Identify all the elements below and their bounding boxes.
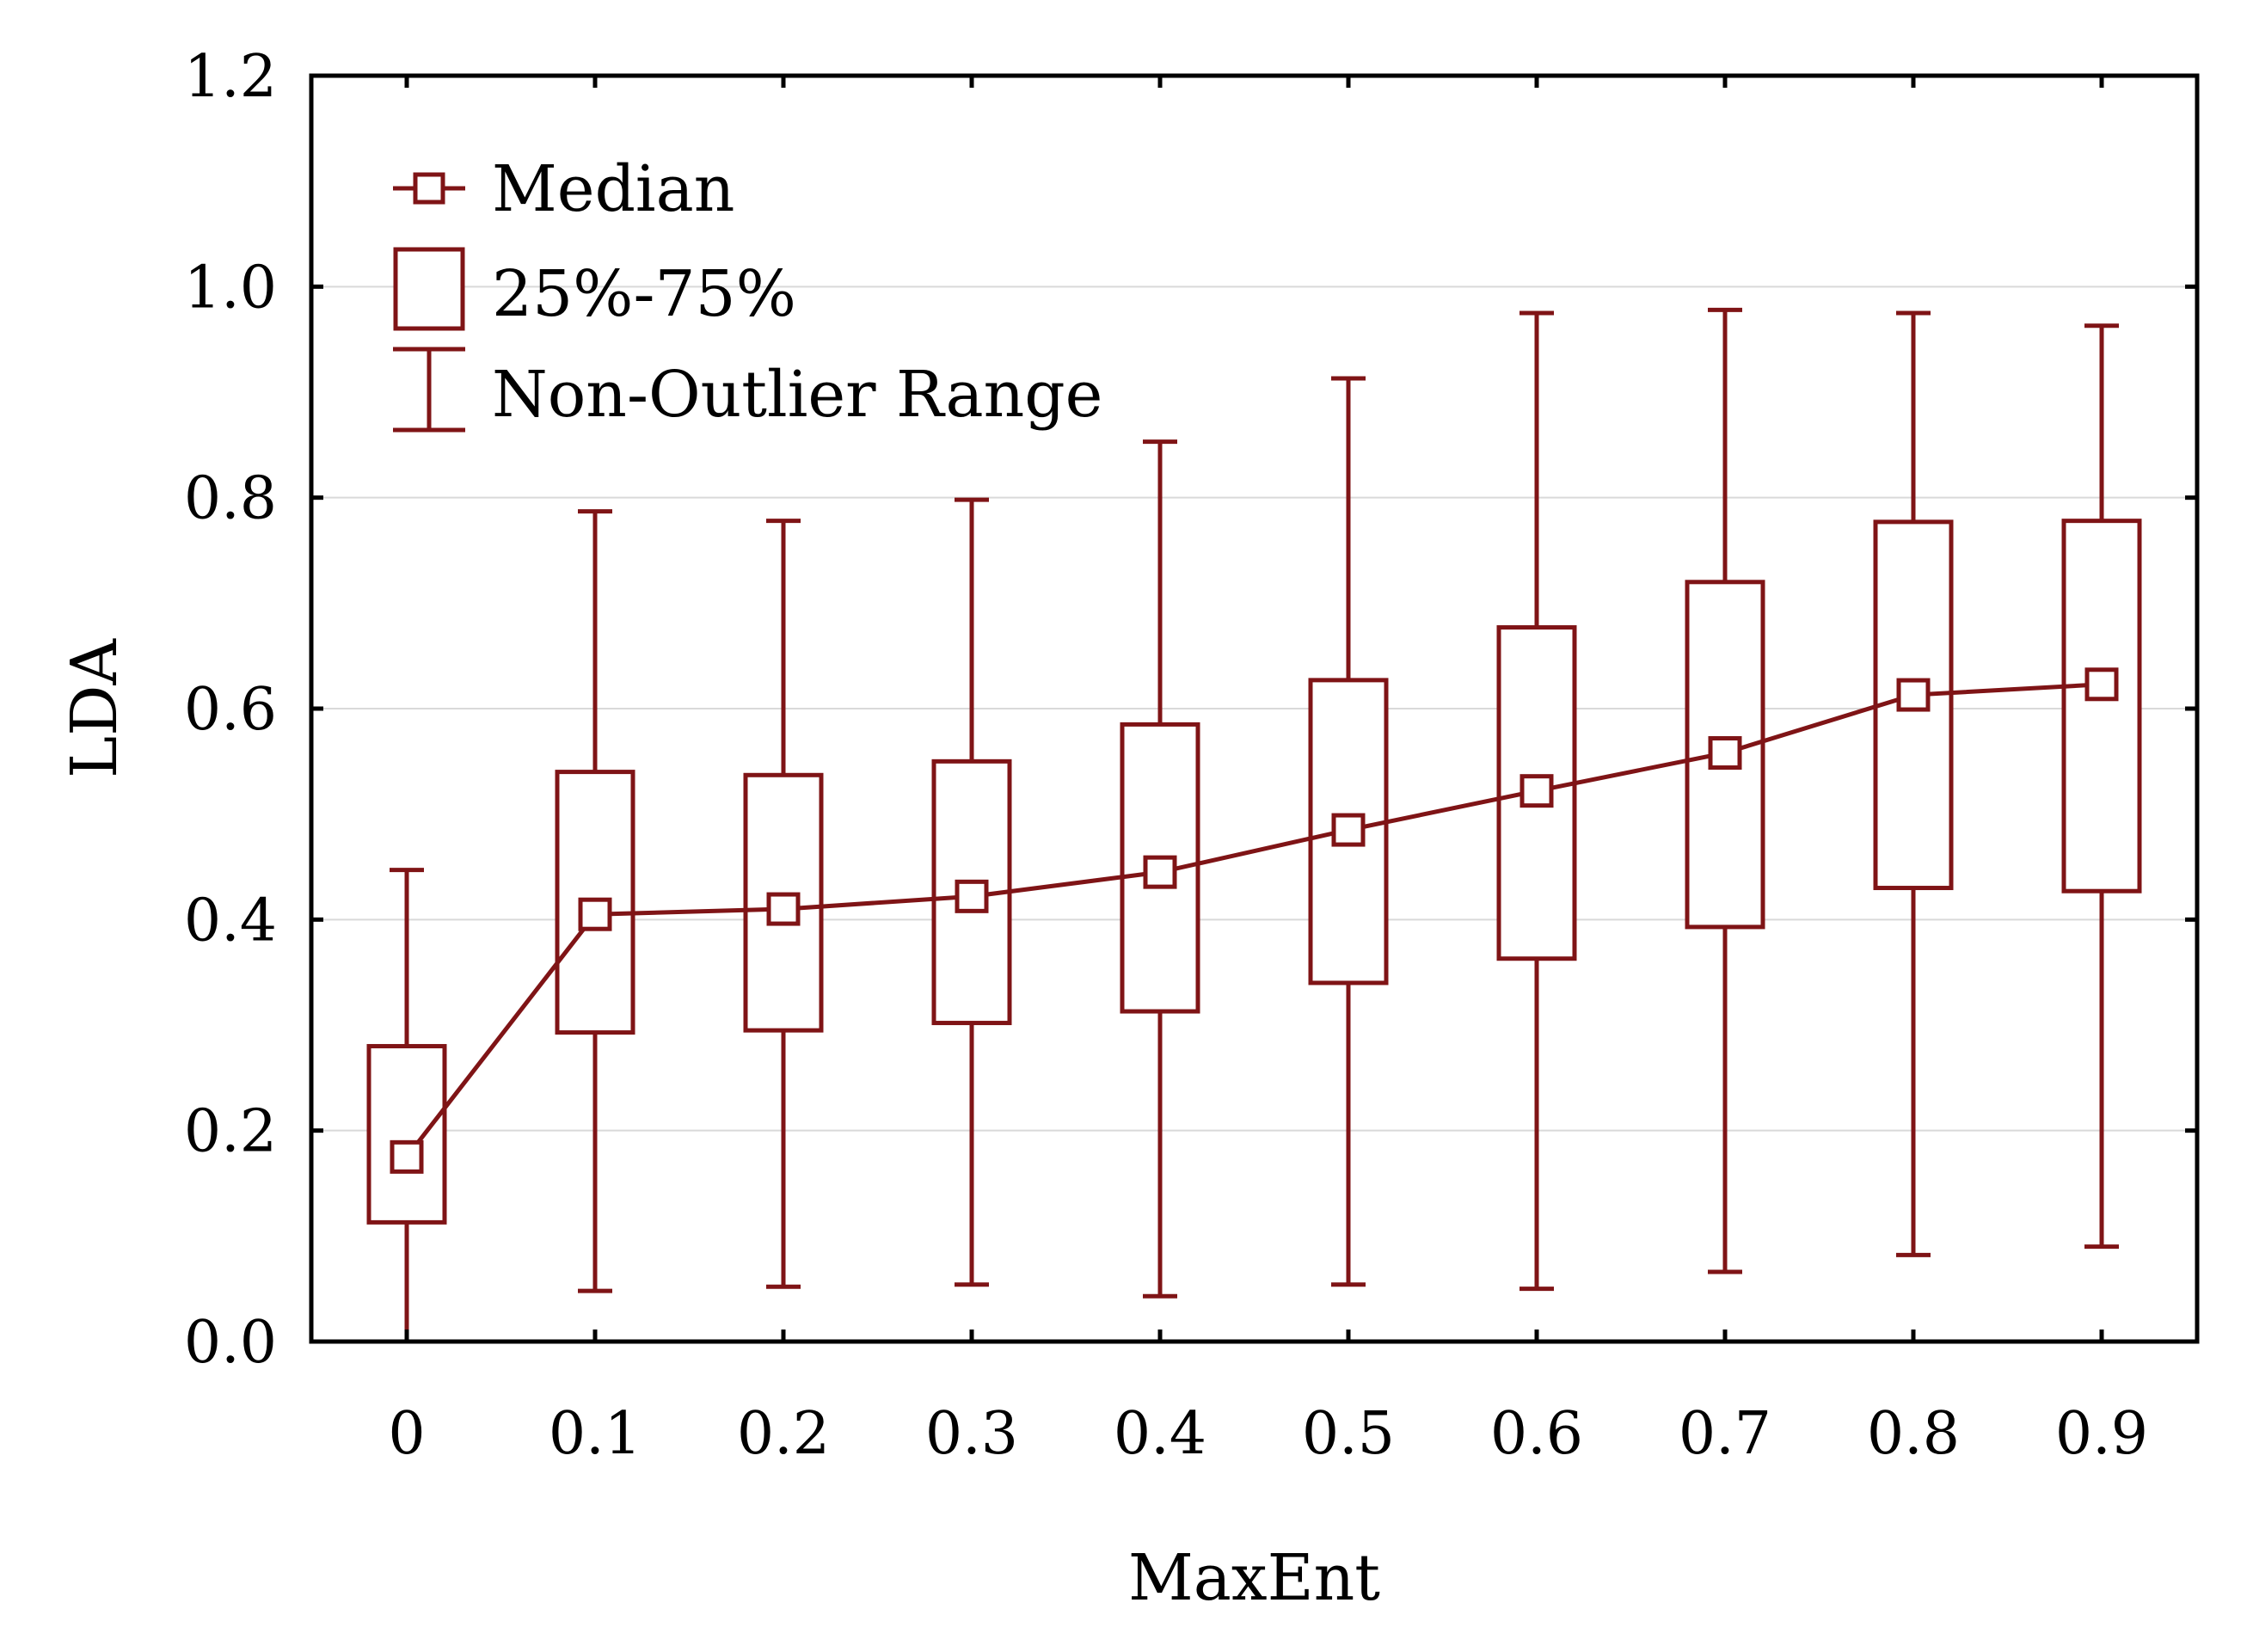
y-tick-label: 0.6 bbox=[184, 676, 277, 744]
median-marker bbox=[1708, 736, 1742, 771]
box-group bbox=[366, 868, 447, 1342]
x-tick-label: 0.8 bbox=[1867, 1400, 1960, 1468]
x-tick-label: 0.1 bbox=[549, 1400, 642, 1468]
x-tick-label: 0.9 bbox=[2055, 1400, 2148, 1468]
legend-iqr-box bbox=[393, 247, 465, 331]
legend-item-range: Non-Outlier Range bbox=[393, 347, 1102, 433]
box-group bbox=[1685, 307, 1765, 1274]
x-tick-label: 0.7 bbox=[1679, 1400, 1771, 1468]
legend-item-iqr: 25%-75% bbox=[393, 247, 796, 331]
x-tick-label: 0.4 bbox=[1114, 1400, 1206, 1468]
y-tick-label: 0.0 bbox=[184, 1309, 277, 1377]
y-tick-label: 0.8 bbox=[184, 465, 277, 533]
x-tick-label: 0.3 bbox=[925, 1400, 1018, 1468]
iqr-box bbox=[1496, 625, 1577, 961]
x-tick-label: 0.6 bbox=[1490, 1400, 1583, 1468]
median-marker bbox=[1331, 813, 1366, 847]
median-marker bbox=[1896, 678, 1931, 712]
iqr-box bbox=[366, 1044, 447, 1225]
median-marker bbox=[955, 879, 989, 913]
y-axis: 0.0 0.2 0.4 0.6 0.8 1.0 1.2 bbox=[184, 43, 2197, 1377]
median-marker bbox=[1519, 774, 1554, 808]
median-marker bbox=[390, 1139, 424, 1174]
y-tick-label: 1.0 bbox=[184, 254, 277, 322]
legend-median-marker bbox=[413, 172, 445, 205]
legend-median-label: Median bbox=[492, 152, 734, 226]
x-tick-label: 0 bbox=[388, 1400, 425, 1468]
box-group bbox=[1496, 310, 1577, 1292]
y-tick-label: 1.2 bbox=[184, 43, 277, 111]
iqr-box bbox=[2061, 519, 2142, 894]
median-line bbox=[405, 682, 2103, 1158]
legend-iqr-label: 25%-75% bbox=[492, 257, 796, 331]
median-marker bbox=[1143, 855, 1177, 889]
y-tick-label: 0.2 bbox=[184, 1098, 277, 1166]
x-tick-label: 0.5 bbox=[1302, 1400, 1395, 1468]
box-group bbox=[1873, 310, 1954, 1257]
median-marker bbox=[2084, 667, 2119, 702]
box-series bbox=[366, 307, 2142, 1342]
median-marker bbox=[578, 897, 612, 931]
box-group bbox=[2061, 323, 2142, 1250]
x-axis-title: MaxEnt bbox=[1128, 1541, 1380, 1615]
median-series bbox=[390, 667, 2119, 1174]
y-axis-title: LDA bbox=[58, 637, 132, 777]
legend-item-median: Median bbox=[393, 152, 734, 226]
x-axis: 0 0.1 0.2 0.3 0.4 0.5 0.6 0.7 0.8 0.9 bbox=[388, 76, 2148, 1468]
legend: Median 25%-75% Non-Outlier Range bbox=[393, 152, 1102, 433]
y-tick-label: 0.4 bbox=[184, 887, 277, 955]
x-tick-label: 0.2 bbox=[737, 1400, 830, 1468]
median-marker bbox=[766, 892, 801, 926]
legend-range-label: Non-Outlier Range bbox=[492, 358, 1102, 432]
